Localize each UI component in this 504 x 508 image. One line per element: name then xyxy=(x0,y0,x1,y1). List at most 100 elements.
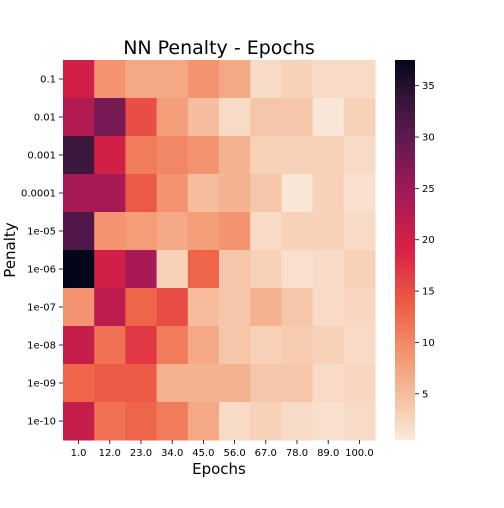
heatmap-cell xyxy=(312,98,345,137)
heatmap-cell xyxy=(63,174,95,213)
x-tick-label: 89.0 xyxy=(317,448,339,459)
heatmap-cell xyxy=(187,402,220,441)
heatmap-cell xyxy=(187,60,220,99)
colorbar-tick-label: 15 xyxy=(422,287,435,298)
heatmap-cell xyxy=(281,250,314,289)
heatmap-cell xyxy=(250,174,282,213)
colorbar-tick-label: 20 xyxy=(422,235,435,246)
x-tick-label: 67.0 xyxy=(255,448,277,459)
x-tick-label: 56.0 xyxy=(223,448,245,459)
heatmap-cell xyxy=(187,98,220,137)
heatmap-cell xyxy=(94,212,126,251)
colorbar-tick-label: 30 xyxy=(422,133,435,144)
heatmap-cell xyxy=(343,288,376,327)
y-tick-label: 1e-06 xyxy=(27,265,56,276)
heatmap-cell xyxy=(281,136,314,175)
heatmap-cell xyxy=(312,326,345,365)
x-tick-label: 100.0 xyxy=(345,448,374,459)
heatmap-cell xyxy=(156,60,189,99)
x-tick-label: 45.0 xyxy=(192,448,214,459)
heatmap-cell xyxy=(125,174,158,213)
heatmap-cell xyxy=(250,212,282,251)
y-tick-label: 0.1 xyxy=(40,75,56,86)
colorbar-tick-label: 25 xyxy=(422,184,435,195)
heatmap-cell xyxy=(156,288,189,327)
y-tick-label: 0.01 xyxy=(34,113,56,124)
heatmap-cell xyxy=(312,212,345,251)
heatmap-cell xyxy=(156,402,189,441)
heatmap-cell xyxy=(63,250,95,289)
heatmap-cell xyxy=(63,402,95,441)
heatmap-cell xyxy=(250,98,282,137)
heatmap-cell xyxy=(125,402,158,441)
heatmap-cell xyxy=(125,60,158,99)
heatmap-cell xyxy=(63,364,95,403)
heatmap-cell xyxy=(343,60,376,99)
y-tick-label: 1e-10 xyxy=(27,417,56,428)
heatmap-cell xyxy=(187,174,220,213)
heatmap-cell xyxy=(63,212,95,251)
heatmap-cell xyxy=(250,364,282,403)
colorbar: 5 10 15 20 25 30 35 xyxy=(395,60,435,440)
heatmap-cell xyxy=(63,60,95,99)
heatmap-cell xyxy=(312,250,345,289)
heatmap-cell xyxy=(94,136,126,175)
x-tick-label: 23.0 xyxy=(130,448,152,459)
colorbar-gradient xyxy=(395,60,415,440)
heatmap-cell xyxy=(281,174,314,213)
heatmap-cell xyxy=(187,136,220,175)
heatmap-cell xyxy=(94,326,126,365)
heatmap-cell xyxy=(343,326,376,365)
heatmap-cell xyxy=(219,136,251,175)
heatmap-cell xyxy=(281,98,314,137)
heatmap-cell xyxy=(343,136,376,175)
x-tick-label: 34.0 xyxy=(161,448,183,459)
y-tick-label: 1e-07 xyxy=(27,303,56,314)
heatmap-cell xyxy=(250,326,282,365)
heatmap-cell xyxy=(125,326,158,365)
heatmap-cell xyxy=(219,212,251,251)
y-tick-label: 0.001 xyxy=(27,151,56,162)
x-axis-label: Epochs xyxy=(192,460,246,478)
heatmap-cell xyxy=(156,364,189,403)
heatmap-cell xyxy=(125,136,158,175)
heatmap-cell xyxy=(250,402,282,441)
heatmap-cell xyxy=(63,326,95,365)
heatmap-cell xyxy=(281,402,314,441)
y-tick-labels: 0.1 0.01 0.001 0.0001 1e-05 1e-06 1e-07 1e-08 1e… xyxy=(21,75,63,428)
heatmap-cell xyxy=(94,402,126,441)
heatmap-cell xyxy=(156,136,189,175)
x-tick-label: 12.0 xyxy=(99,448,121,459)
heatmap-cells xyxy=(63,60,376,441)
y-tick-label: 1e-05 xyxy=(27,227,56,238)
heatmap-cell xyxy=(343,250,376,289)
heatmap-cell xyxy=(281,364,314,403)
heatmap-cell xyxy=(219,288,251,327)
heatmap-cell xyxy=(63,136,95,175)
colorbar-tick-label: 5 xyxy=(422,389,428,400)
heatmap-cell xyxy=(156,212,189,251)
chart-title: NN Penalty - Epochs xyxy=(123,37,315,59)
heatmap-cell xyxy=(125,212,158,251)
heatmap-cell xyxy=(219,174,251,213)
heatmap-cell xyxy=(156,98,189,137)
heatmap-cell xyxy=(156,326,189,365)
y-tick-label: 1e-09 xyxy=(27,379,56,390)
colorbar-ticks: 5 10 15 20 25 30 35 xyxy=(415,81,435,400)
heatmap-cell xyxy=(312,364,345,403)
heatmap-cell xyxy=(94,60,126,99)
heatmap-cell xyxy=(94,250,126,289)
heatmap-cell xyxy=(125,98,158,137)
heatmap-cell xyxy=(219,364,251,403)
heatmap-cell xyxy=(187,288,220,327)
heatmap-cell xyxy=(187,364,220,403)
heatmap-cell xyxy=(281,288,314,327)
y-axis-label: Penalty xyxy=(1,222,19,277)
heatmap-cell xyxy=(219,326,251,365)
heatmap-cell xyxy=(250,60,282,99)
heatmap-cell xyxy=(187,250,220,289)
heatmap-cell xyxy=(343,174,376,213)
heatmap-cell xyxy=(312,60,345,99)
heatmap-cell xyxy=(312,174,345,213)
